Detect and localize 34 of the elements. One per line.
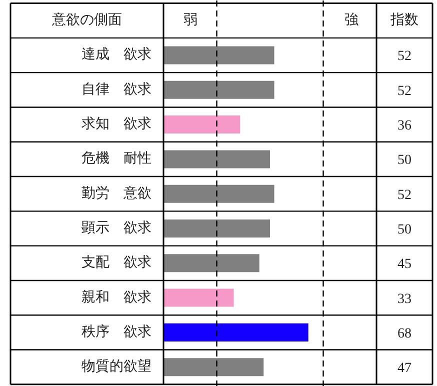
data-label: 33 bbox=[398, 292, 412, 307]
y-tick-label: 危機 耐性 bbox=[82, 150, 152, 167]
y-tick-label: 秩序 欲求 bbox=[82, 324, 152, 340]
data-label: 36 bbox=[398, 118, 412, 134]
bar bbox=[164, 219, 270, 238]
bar bbox=[164, 46, 274, 64]
bar bbox=[164, 150, 270, 168]
y-tick-label: 物質的欲望 bbox=[82, 358, 152, 375]
annotation: 弱 bbox=[184, 12, 198, 28]
data-label: 47 bbox=[398, 361, 412, 376]
y-tick-label: 求知 欲求 bbox=[82, 116, 152, 132]
data-label: 45 bbox=[398, 257, 412, 272]
bar bbox=[164, 80, 274, 99]
y-tick-label: 自律 欲求 bbox=[82, 81, 152, 98]
data-label: 50 bbox=[398, 222, 412, 238]
bar bbox=[164, 116, 240, 134]
y-tick-label: 親和 欲求 bbox=[82, 289, 152, 306]
bar bbox=[164, 254, 260, 272]
y-tick-label: 支配 欲求 bbox=[82, 254, 152, 271]
data-label: 52 bbox=[398, 84, 412, 99]
bar bbox=[164, 323, 308, 342]
bar bbox=[164, 358, 264, 376]
data-label: 68 bbox=[398, 326, 412, 342]
data-label: 52 bbox=[398, 49, 412, 64]
data-label: 50 bbox=[398, 153, 412, 168]
bar bbox=[164, 184, 274, 203]
annotation: 強 bbox=[344, 12, 358, 28]
y-axis-title: 意欲の側面 bbox=[51, 12, 122, 28]
bar bbox=[164, 288, 234, 307]
y-tick-label: 顕示 欲求 bbox=[80, 220, 152, 236]
data-label: 52 bbox=[398, 188, 412, 203]
text: 指数 bbox=[390, 12, 418, 28]
y-tick-label: 達成 欲求 bbox=[82, 46, 152, 63]
y-tick-label: 勤労 意欲 bbox=[82, 185, 152, 202]
